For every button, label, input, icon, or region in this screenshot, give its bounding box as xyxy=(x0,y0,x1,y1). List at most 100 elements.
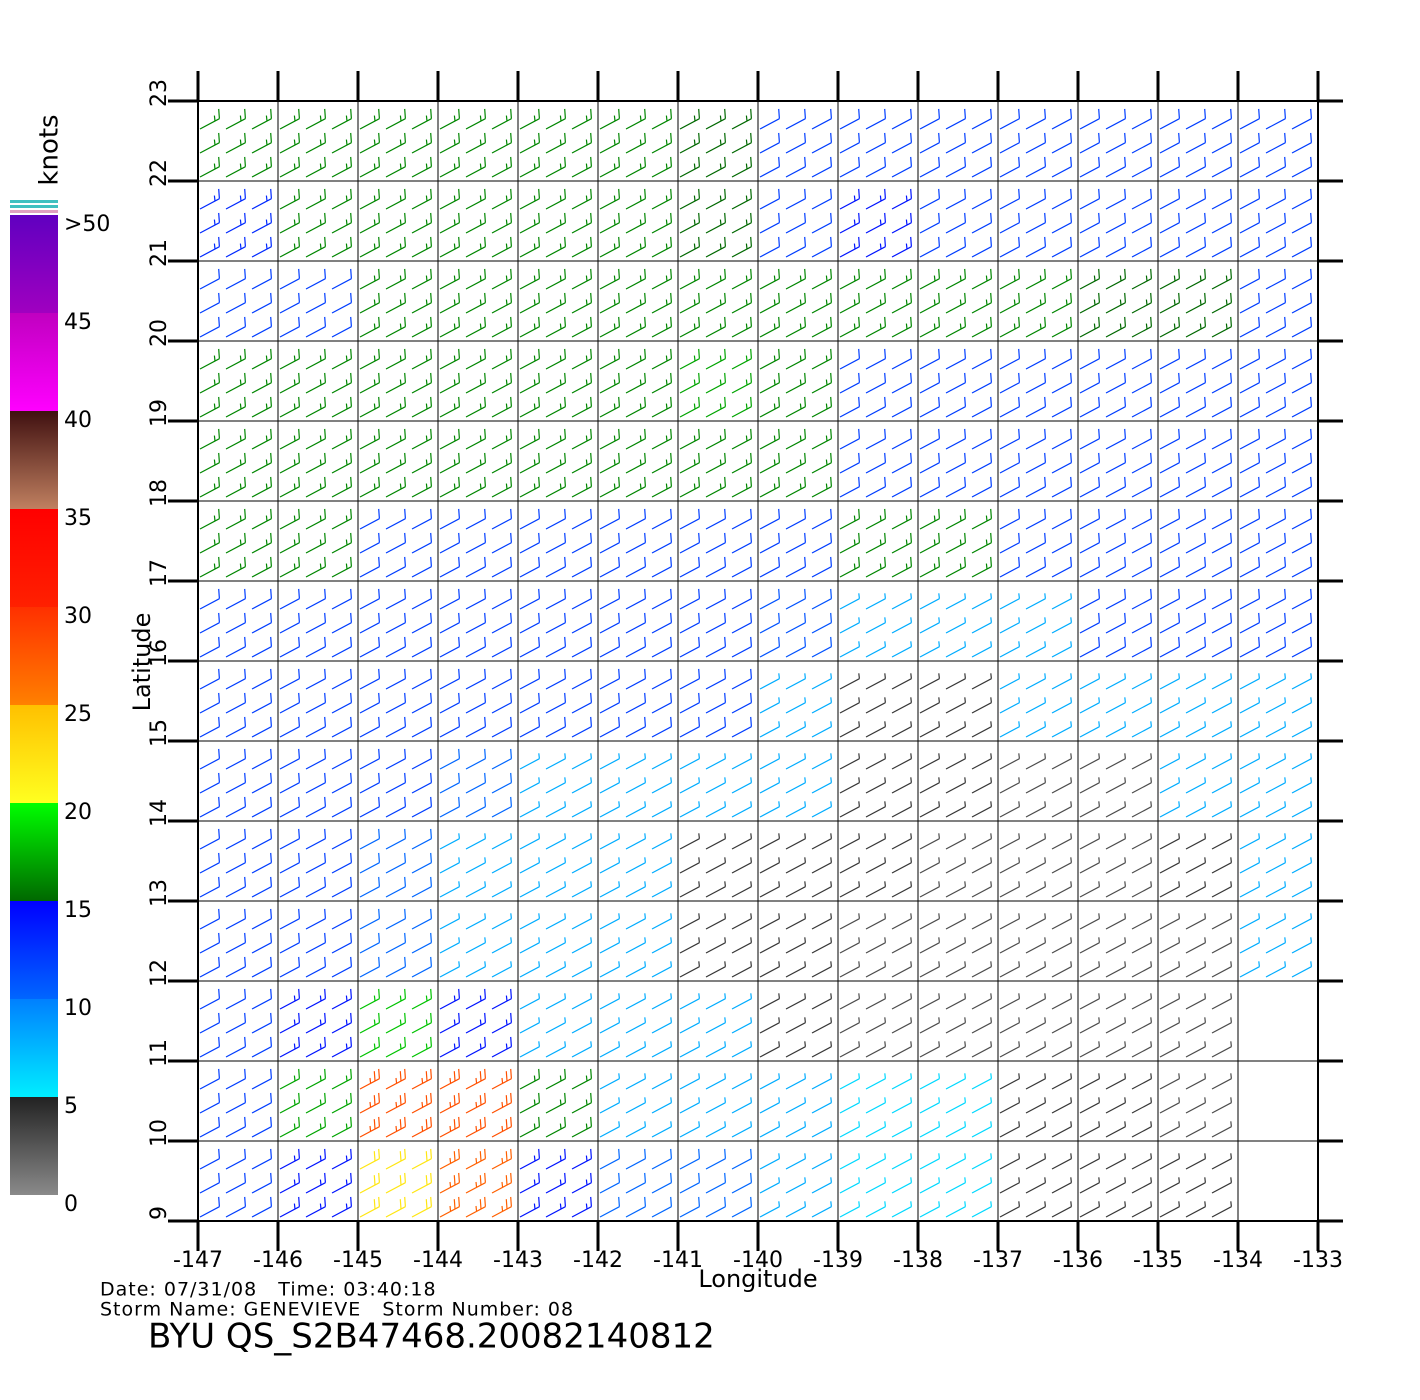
wind-barb xyxy=(759,1121,780,1138)
wind-barb xyxy=(1265,612,1286,634)
wind-barb xyxy=(999,1073,1020,1090)
wind-barb xyxy=(811,1201,832,1218)
wind-barb xyxy=(599,188,620,210)
wind-barb xyxy=(1211,937,1232,954)
wind-barb xyxy=(1291,556,1312,578)
wind-barb xyxy=(199,956,220,978)
wind-barb xyxy=(999,833,1020,850)
wind-barb xyxy=(1265,508,1286,530)
wind-barb xyxy=(199,1172,220,1194)
wind-barb xyxy=(305,1092,326,1114)
wind-barb xyxy=(439,316,460,338)
wind-barb xyxy=(705,508,726,530)
wind-barb xyxy=(625,316,646,338)
wind-barb xyxy=(1079,428,1100,450)
wind-barb xyxy=(1159,1073,1180,1090)
wind-barb xyxy=(705,1121,726,1138)
wind-barb xyxy=(545,668,566,690)
wind-barb xyxy=(811,428,832,450)
wind-barb xyxy=(279,1036,300,1058)
wind-barb xyxy=(225,1068,246,1090)
wind-barb xyxy=(1291,612,1312,634)
wind-barb xyxy=(1025,316,1046,338)
wind-barb xyxy=(279,668,300,690)
wind-barb xyxy=(225,988,246,1010)
wind-barb xyxy=(999,721,1020,738)
wind-barb xyxy=(225,212,246,234)
wind-barb xyxy=(359,1012,380,1034)
wind-barb xyxy=(571,777,592,794)
wind-barb xyxy=(1239,777,1260,794)
wind-barb xyxy=(1159,396,1180,418)
wind-barb xyxy=(919,753,940,770)
wind-barb xyxy=(279,212,300,234)
wind-barb xyxy=(1105,476,1126,498)
wind-barb xyxy=(625,833,646,850)
wind-barb xyxy=(385,532,406,554)
wind-barb xyxy=(465,1068,486,1090)
wind-barb xyxy=(1131,697,1152,714)
wind-barb xyxy=(1051,156,1072,178)
colorbar-segment xyxy=(10,411,58,509)
wind-barb xyxy=(679,612,700,634)
wind-barb xyxy=(1239,372,1260,394)
wind-barb xyxy=(651,1073,672,1090)
wind-barb xyxy=(225,828,246,850)
wind-barb xyxy=(1105,801,1126,818)
wind-barb xyxy=(571,801,592,818)
wind-barb xyxy=(811,556,832,578)
wind-barb xyxy=(865,801,886,818)
wind-barb xyxy=(1051,961,1072,978)
wind-barb xyxy=(971,777,992,794)
wind-barb xyxy=(999,857,1020,874)
wind-barb xyxy=(945,132,966,154)
wind-barb xyxy=(1211,348,1232,370)
wind-barb xyxy=(491,1116,512,1138)
wind-barb xyxy=(1239,881,1260,898)
wind-barb xyxy=(571,833,592,850)
wind-barb xyxy=(465,292,486,314)
wind-barb xyxy=(385,508,406,530)
wind-barb xyxy=(225,508,246,530)
wind-barb xyxy=(1239,857,1260,874)
wind-barb xyxy=(225,1012,246,1034)
wind-barb xyxy=(865,108,886,130)
wind-barb xyxy=(599,508,620,530)
wind-barb xyxy=(811,1153,832,1170)
wind-barb xyxy=(971,721,992,738)
wind-barb xyxy=(1211,777,1232,794)
wind-barb xyxy=(625,937,646,954)
x-tick-label: -133 xyxy=(1293,1248,1343,1273)
wind-barb xyxy=(1185,236,1206,258)
wind-barb xyxy=(411,668,432,690)
wind-barb xyxy=(731,348,752,370)
wind-barb xyxy=(305,668,326,690)
wind-barb xyxy=(1159,476,1180,498)
wind-barb xyxy=(571,428,592,450)
wind-barb xyxy=(1291,777,1312,794)
wind-barb xyxy=(411,1196,432,1218)
wind-barb xyxy=(1025,1177,1046,1194)
wind-barb xyxy=(385,1036,406,1058)
wind-barb xyxy=(679,532,700,554)
wind-barb xyxy=(1185,993,1206,1010)
wind-barb xyxy=(1159,881,1180,898)
wind-barb xyxy=(491,108,512,130)
wind-barb xyxy=(945,212,966,234)
wind-barb xyxy=(519,1196,540,1218)
wind-barb xyxy=(439,108,460,130)
wind-barb xyxy=(705,1017,726,1034)
wind-barb xyxy=(545,857,566,874)
wind-barb xyxy=(1211,452,1232,474)
wind-barb xyxy=(731,913,752,930)
wind-barb xyxy=(599,1097,620,1114)
wind-barb xyxy=(199,692,220,714)
x-tick-label: -140 xyxy=(733,1248,783,1273)
wind-barb xyxy=(811,108,832,130)
wind-barb xyxy=(279,796,300,818)
wind-barb xyxy=(679,1148,700,1170)
wind-barb xyxy=(865,348,886,370)
wind-barb xyxy=(811,612,832,634)
wind-barb xyxy=(1159,316,1180,338)
wind-barb xyxy=(759,396,780,418)
